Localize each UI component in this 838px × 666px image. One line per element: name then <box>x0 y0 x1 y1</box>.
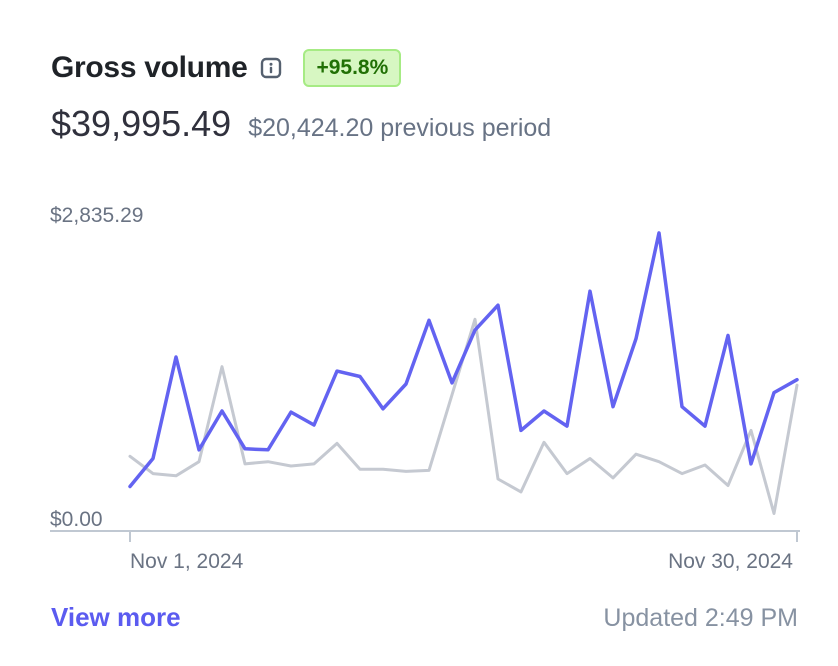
chart-title: Gross volume <box>51 51 248 84</box>
amount-row: $39,995.49 $20,424.20 previous period <box>51 103 551 145</box>
x-tick-label-start: Nov 1, 2024 <box>130 550 244 573</box>
updated-timestamp: Updated 2:49 PM <box>603 604 798 632</box>
change-badge: +95.8% <box>303 49 402 87</box>
previous-period-line <box>128 317 799 515</box>
series-layer <box>128 231 799 515</box>
current-period-line <box>128 231 799 489</box>
y-tick-label-max: $2,835.29 <box>50 204 143 227</box>
gross-volume-chart: $2,835.29 $0.00 Nov 1, 2024 Nov 30, 2024 <box>50 204 800 573</box>
view-more-link[interactable]: View more <box>51 602 181 632</box>
title-row: Gross volume +95.8% <box>51 48 402 88</box>
info-icon[interactable] <box>259 56 283 80</box>
x-tick-label-end: Nov 30, 2024 <box>668 550 793 573</box>
gross-volume-amount: $39,995.49 <box>51 103 232 144</box>
previous-period-amount: $20,424.20 previous period <box>248 114 552 142</box>
y-tick-label-zero: $0.00 <box>50 508 103 531</box>
